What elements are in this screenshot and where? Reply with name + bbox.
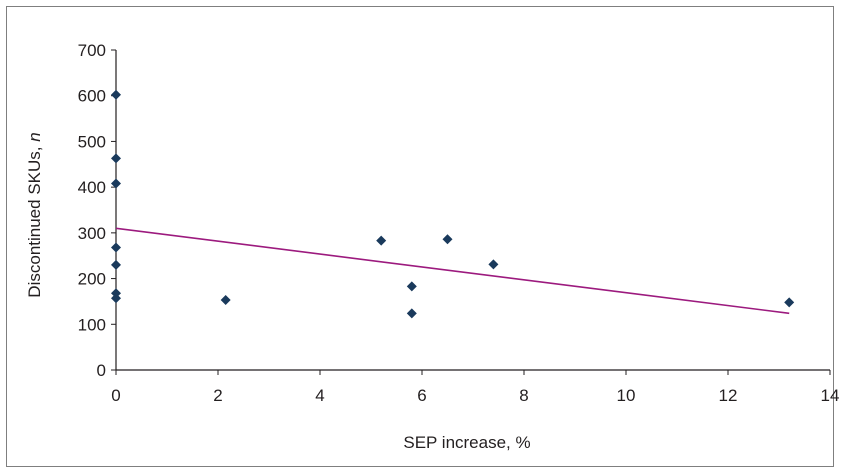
x-tick-label: 0 [111, 386, 120, 405]
x-tick-label: 10 [617, 386, 636, 405]
data-point [376, 235, 387, 246]
data-point [406, 281, 417, 292]
x-tick-label: 6 [417, 386, 426, 405]
x-tick-label: 12 [719, 386, 738, 405]
y-axis-title: Discontinued SKUs, n [25, 132, 44, 297]
y-tick-label: 200 [78, 270, 106, 289]
data-point [111, 259, 121, 270]
data-point [111, 288, 121, 299]
axes [111, 49, 831, 375]
x-tick-label: 14 [821, 386, 840, 405]
x-tick-label: 8 [519, 386, 528, 405]
y-tick-label: 600 [78, 87, 106, 106]
data-point [111, 293, 121, 304]
y-tick-label: 0 [97, 361, 106, 380]
trendline-group [115, 227, 790, 315]
data-point [442, 234, 453, 245]
data-point [111, 178, 121, 189]
trendline [115, 227, 790, 315]
data-point [220, 295, 231, 306]
y-axis-title-italic: n [25, 132, 44, 141]
y-axis-title-main: Discontinued SKUs, [25, 142, 44, 298]
data-point [784, 297, 795, 308]
y-tick-label: 400 [78, 178, 106, 197]
y-tick-label: 300 [78, 224, 106, 243]
chart-frame [6, 6, 834, 467]
data-point [406, 308, 417, 319]
x-axis-title: SEP increase, % [403, 433, 530, 452]
data-point [111, 89, 121, 100]
tick-labels: 0 2 4 6 8 10 12 14 0 100 200 300 400 500 600 700 [78, 41, 840, 405]
x-tick-label: 2 [213, 386, 222, 405]
y-tick-label: 700 [78, 41, 106, 60]
data-point [488, 259, 499, 270]
y-tick-label: 500 [78, 132, 106, 151]
data-point [111, 242, 121, 253]
x-tick-label: 4 [315, 386, 324, 405]
data-points [111, 89, 795, 319]
data-point [111, 153, 121, 164]
y-tick-label: 100 [78, 315, 106, 334]
